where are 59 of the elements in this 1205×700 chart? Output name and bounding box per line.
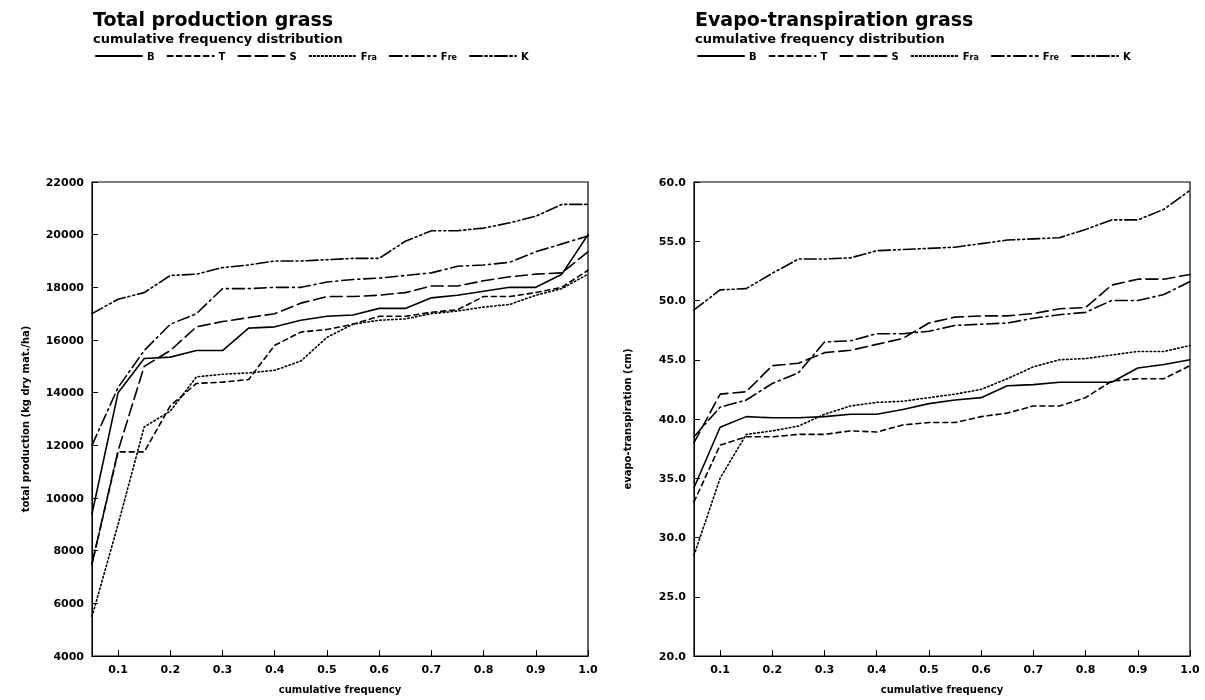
- legend-label: K: [521, 50, 531, 62]
- y-axis-title: total production (kg dry mat./ha): [19, 325, 31, 513]
- x-tick-label: 0.3: [814, 663, 835, 676]
- x-tick-label: 0.8: [1075, 663, 1096, 676]
- legend-label: Fre: [1042, 50, 1060, 62]
- y-tick-label: 14000: [45, 386, 85, 400]
- x-tick-label: 0.7: [1023, 663, 1044, 676]
- legend-label: S: [289, 50, 297, 62]
- y-tick-label: 60.0: [658, 175, 687, 189]
- chart-title: Evapo-transpiration grass: [695, 7, 974, 30]
- x-tick-label: 0.4: [264, 663, 285, 676]
- y-tick-label: 16000: [45, 333, 85, 347]
- y-tick-label: 10000: [45, 491, 85, 505]
- chart-subtitle: cumulative frequency distribution: [695, 31, 945, 46]
- y-tick-label: 8000: [53, 544, 85, 558]
- legend-label: T: [820, 50, 828, 62]
- legend-label: S: [891, 50, 899, 62]
- x-tick-label: 0.9: [1128, 663, 1148, 676]
- x-tick-label: 0.1: [710, 663, 730, 676]
- y-tick-label: 55.0: [658, 234, 687, 248]
- x-tick-label: 0.4: [866, 663, 887, 676]
- y-tick-label: 40.0: [658, 412, 687, 426]
- y-tick-label: 6000: [53, 596, 85, 610]
- legend-label: Fra: [360, 50, 377, 62]
- y-tick-label: 25.0: [658, 590, 687, 604]
- y-axis-title: evapo-transpiration (cm): [621, 348, 633, 490]
- y-tick-label: 20.0: [658, 649, 687, 663]
- legend-label: B: [749, 50, 757, 62]
- x-axis-title: cumulative frequency: [880, 683, 1004, 695]
- y-tick-label: 20000: [45, 228, 85, 242]
- x-tick-label: 0.2: [160, 663, 181, 676]
- x-tick-label: 0.8: [473, 663, 494, 676]
- y-tick-label: 30.0: [658, 531, 687, 544]
- chart-subtitle: cumulative frequency distribution: [93, 31, 343, 46]
- x-tick-label: 0.6: [971, 663, 992, 676]
- y-tick-label: 12000: [45, 438, 85, 452]
- x-tick-label: 0.5: [317, 663, 337, 676]
- chart-title: Total production grass: [93, 7, 334, 30]
- legend-label: Fra: [962, 50, 979, 62]
- x-tick-label: 0.2: [762, 663, 783, 676]
- legend-label: B: [147, 50, 155, 62]
- x-tick-label: 0.3: [212, 663, 233, 676]
- x-tick-label: 0.9: [526, 663, 546, 676]
- y-tick-label: 50.0: [658, 294, 687, 307]
- x-tick-label: 0.5: [919, 663, 939, 676]
- x-tick-label: 0.6: [369, 663, 390, 676]
- legend-label: Fre: [440, 50, 458, 62]
- y-tick-label: 4000: [53, 649, 85, 663]
- x-axis-title: cumulative frequency: [278, 683, 402, 695]
- y-tick-label: 22000: [45, 175, 85, 189]
- y-tick-label: 35.0: [658, 471, 687, 485]
- x-tick-label: 1.0: [578, 663, 599, 676]
- y-tick-label: 45.0: [658, 353, 687, 367]
- x-tick-label: 0.1: [108, 663, 128, 676]
- x-tick-label: 0.7: [421, 663, 442, 676]
- legend-label: T: [218, 50, 226, 62]
- x-tick-label: 1.0: [1180, 663, 1201, 676]
- legend-label: K: [1123, 50, 1133, 62]
- y-tick-label: 18000: [45, 280, 85, 294]
